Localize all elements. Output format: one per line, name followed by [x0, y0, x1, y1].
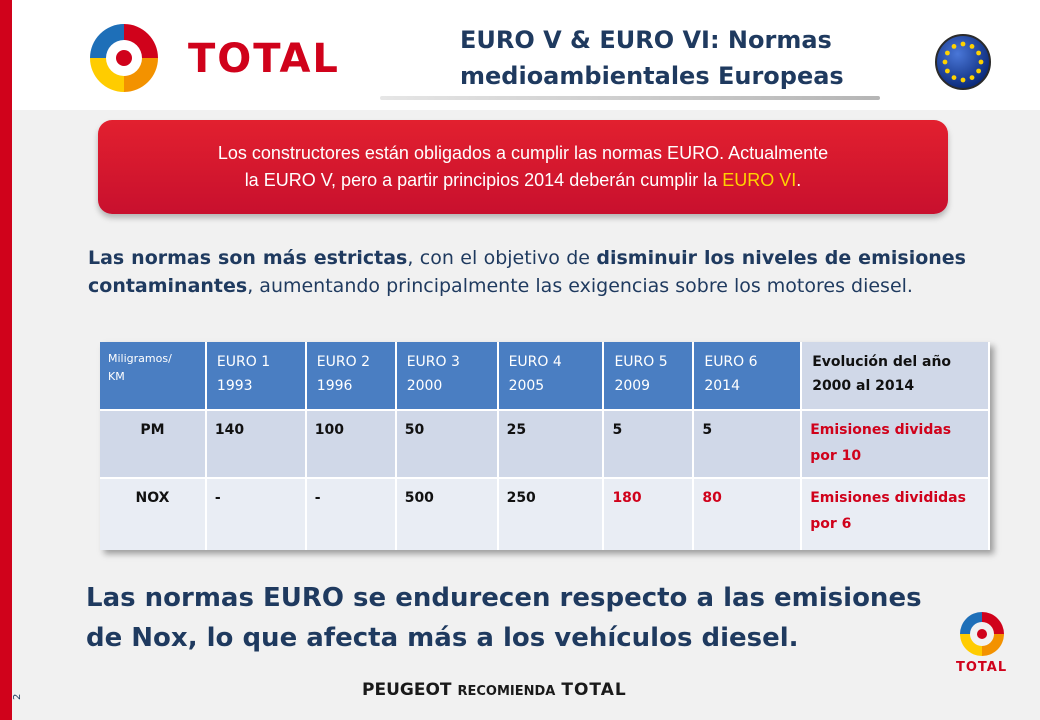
- header: [12, 0, 1040, 110]
- page-number: 2: [12, 693, 23, 700]
- footer-part-2: RECOMIENDA: [457, 684, 556, 699]
- row-label: PM: [100, 409, 207, 478]
- header-line-2: 2014: [704, 378, 740, 394]
- header-line-1: Miligramos/: [108, 352, 172, 365]
- banner-line-2-prefix: la EURO V, pero a partir principios 2014…: [244, 170, 723, 190]
- header-line-2: 2009: [614, 378, 651, 394]
- conclusion-line-1: Las normas EURO se endurecen respecto a …: [86, 583, 922, 613]
- header-line-2: 2005: [508, 378, 545, 394]
- table-row: PM 140 100 50 25 5 5 Emisiones dividas p…: [100, 409, 990, 478]
- header-line-1: EURO 3: [406, 354, 460, 370]
- info-banner: Los constructores están obligados a cump…: [98, 120, 948, 214]
- banner-highlight: EURO VI: [722, 170, 797, 190]
- table-cell: 140: [205, 409, 307, 478]
- banner-line-1: Los constructores están obligados a cump…: [217, 143, 829, 163]
- table-cell: 180: [603, 477, 695, 550]
- total-logo-icon: TOTAL: [80, 14, 380, 100]
- emissions-table: Miligramos/KM EURO 1 1993 EURO 2 1996 EURO…: [100, 342, 990, 550]
- header-line-2: 1993: [216, 378, 253, 394]
- table-row: NOX - - 500 250 180 80 Emisiones dividid…: [100, 477, 990, 550]
- banner-line-2: la EURO V, pero a partir principios 2014…: [98, 167, 948, 194]
- footer-part-1: PEUGEOT: [362, 680, 452, 700]
- banner-line-2-suffix: .: [796, 170, 802, 190]
- footer-part-3: TOTAL: [561, 680, 627, 700]
- table-cell: 5: [693, 409, 803, 478]
- row-label: NOX: [100, 477, 207, 550]
- header-line-1: EURO 2: [316, 354, 370, 370]
- title-line-1: EURO V & EURO VI: Normas: [460, 26, 832, 54]
- header-line-1: EURO 4: [508, 354, 562, 370]
- brand-wordmark: TOTAL: [188, 36, 340, 82]
- title-line-2: medioambientales Europeas: [460, 62, 844, 90]
- table-cell: 100: [305, 409, 397, 478]
- table-cell: 50: [395, 409, 499, 478]
- header-underline: [380, 96, 880, 100]
- left-red-stripe: [0, 0, 12, 720]
- page-title: EURO V & EURO VI: Normas medioambientale…: [460, 22, 880, 94]
- table-header-cell: EURO 3 2000: [395, 342, 499, 410]
- eu-flag-icon: [923, 26, 1011, 98]
- table-header-cell: EURO 5 2009: [603, 342, 695, 410]
- table-header-cell: EURO 1 1993: [205, 342, 307, 410]
- footer-recommendation: PEUGEOT RECOMIENDA TOTAL: [362, 680, 702, 704]
- header-line-1: EURO 5: [614, 354, 668, 370]
- small-brand-wordmark: TOTAL: [956, 660, 1008, 675]
- header-line-1: EURO 6: [704, 354, 758, 370]
- table-cell: 25: [497, 409, 605, 478]
- table-cell: 80: [693, 477, 803, 550]
- header-line-2: 1996: [316, 378, 353, 394]
- table-header-row: Miligramos/KM EURO 1 1993 EURO 2 1996 EURO…: [100, 342, 990, 410]
- table-cell: 500: [395, 477, 499, 550]
- table-header-cell: EURO 2 1996: [305, 342, 397, 410]
- conclusion-text: Las normas EURO se endurecen respecto a …: [86, 578, 986, 658]
- total-small-logo-icon: [948, 606, 1018, 686]
- table-note-cell: Emisiones dividas por 10: [801, 409, 990, 478]
- table-cell: -: [205, 477, 307, 550]
- table-header-cell: Evolución del año 2000 al 2014: [801, 342, 990, 410]
- table-header-cell: EURO 6 2014: [693, 342, 803, 410]
- table-cell: 5: [603, 409, 695, 478]
- header-line-1: EURO 1: [216, 354, 271, 370]
- para-bold-2: disminuir los niveles de emisiones conta…: [88, 247, 966, 297]
- table-header-cell: Miligramos/KM: [100, 342, 207, 410]
- para-text-2: , aumentando principalmente las exigenci…: [247, 275, 913, 297]
- conclusion-line-2: de Nox, lo que afecta más a los vehículo…: [86, 623, 799, 653]
- header-line-2: 2000 al 2014: [812, 378, 915, 394]
- table-cell: -: [305, 477, 397, 550]
- header-line-1: Evolución del año: [812, 354, 952, 370]
- table-cell: 250: [497, 477, 605, 550]
- table-note-cell: Emisiones divididas por 6: [801, 477, 990, 550]
- table-header-cell: EURO 4 2005: [497, 342, 605, 410]
- header-line-2: 2000: [406, 378, 443, 394]
- header-line-2: KM: [108, 370, 125, 383]
- para-text-1: , con el objetivo de: [407, 247, 597, 269]
- intro-paragraph: Las normas son más estrictas, con el obj…: [88, 244, 966, 300]
- para-bold-1: Las normas son más estrictas: [88, 247, 408, 269]
